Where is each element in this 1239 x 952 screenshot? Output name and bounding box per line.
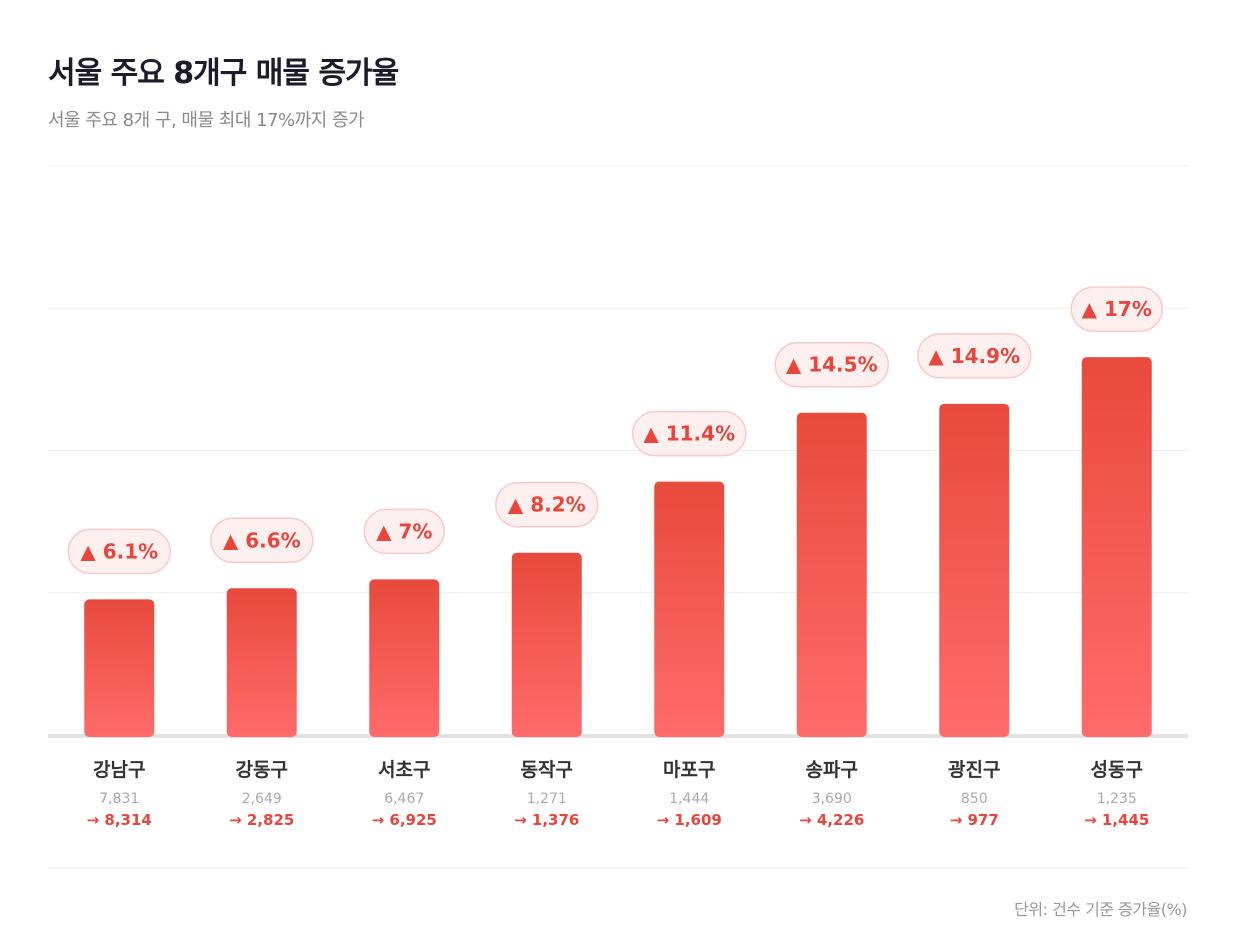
- value-label: ▲ 17%: [1082, 297, 1152, 321]
- value-pill: [632, 410, 747, 457]
- unit-note: 단위: 건수 기준 증가율(%): [1014, 900, 1187, 919]
- after-count: → 2,825: [229, 811, 294, 829]
- after-count: → 4,226: [799, 811, 864, 829]
- category-label: 성동구: [1091, 759, 1143, 781]
- value-pill: [495, 481, 599, 528]
- after-count: → 6,925: [372, 811, 437, 829]
- value-pill: [774, 341, 889, 388]
- before-count: 1,444: [669, 791, 709, 807]
- category-label: 강남구: [93, 759, 145, 781]
- after-count: → 1,376: [514, 811, 579, 829]
- before-count: 2,649: [242, 791, 282, 807]
- category-label: 마포구: [663, 759, 715, 781]
- category-label: 광진구: [948, 759, 1000, 781]
- before-count: 850: [961, 791, 988, 807]
- bar: [84, 599, 155, 737]
- baseline: [48, 734, 1188, 738]
- value-label: ▲ 11.4%: [643, 422, 735, 446]
- value-pill: [210, 517, 314, 564]
- value-label: ▲ 14.9%: [928, 344, 1020, 368]
- chart-title: 서울 주요 8개구 매물 증가율: [48, 56, 399, 91]
- before-count: 1,235: [1097, 791, 1137, 807]
- value-label: ▲ 7%: [376, 519, 432, 543]
- after-count: → 1,609: [657, 811, 722, 829]
- bar: [1081, 357, 1152, 737]
- value-label: ▲ 14.5%: [786, 353, 878, 377]
- value-pill: [363, 508, 445, 555]
- value-label: ▲ 6.1%: [80, 539, 158, 563]
- category-label: 송파구: [806, 759, 858, 781]
- before-count: 6,467: [384, 791, 424, 807]
- bar: [939, 403, 1010, 737]
- bar: [226, 588, 297, 737]
- after-count: → 8,314: [87, 811, 152, 829]
- before-count: 7,831: [99, 791, 139, 807]
- value-pill: [67, 528, 171, 575]
- category-label: 동작구: [521, 759, 573, 781]
- category-label: 서초구: [378, 759, 430, 781]
- value-label: ▲ 8.2%: [508, 493, 586, 517]
- before-count: 1,271: [527, 791, 567, 807]
- value-label: ▲ 6.6%: [223, 528, 301, 552]
- value-pill: [1070, 286, 1163, 332]
- category-label: 강동구: [236, 759, 288, 781]
- after-count: → 977: [950, 811, 999, 829]
- bar: [511, 552, 582, 737]
- bar: [654, 481, 725, 737]
- bar: [796, 412, 867, 737]
- chart-subtitle: 서울 주요 8개 구, 매물 최대 17%까지 증가: [48, 110, 365, 131]
- bar: [369, 579, 440, 737]
- before-count: 3,690: [812, 791, 852, 807]
- after-count: → 1,445: [1084, 811, 1149, 829]
- value-pill: [917, 333, 1032, 379]
